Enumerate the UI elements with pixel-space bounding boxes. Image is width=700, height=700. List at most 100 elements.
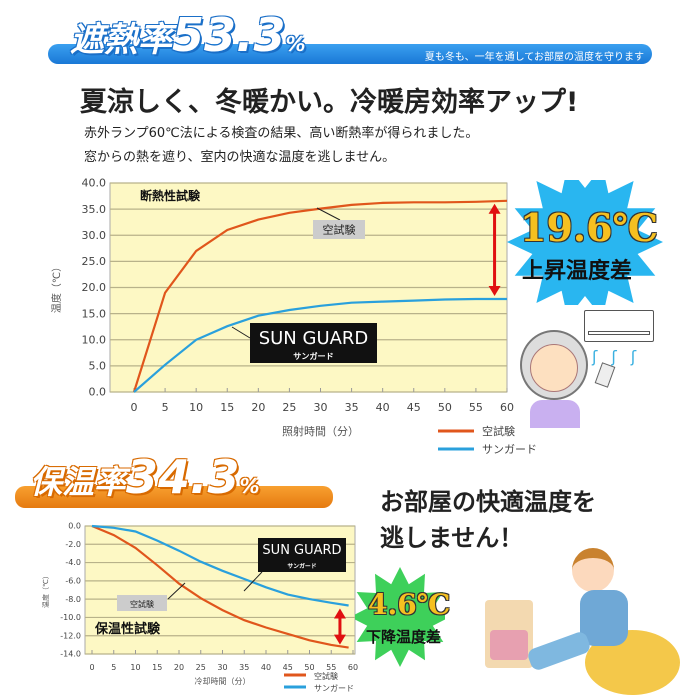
x-tick-label: 40: [376, 401, 390, 414]
tagline: 夏も冬も、一年を通してお部屋の温度を守ります: [424, 52, 644, 63]
temp-diff-label-2: 下降温度差: [366, 628, 442, 646]
retention-label: 保温率: [30, 463, 127, 501]
arrow-head-up: [488, 203, 501, 214]
y-tick-label: -10.0: [60, 613, 81, 622]
heat-retention-chart: 0.0 -2.0 -4.0 -6.0 -8.0 -10.0 -12.0 -14.0 0 5 10 15…: [41, 522, 358, 693]
y-tick-label: 10.0: [82, 333, 107, 346]
heater-icon: [485, 600, 533, 668]
x-axis-label: 冷却時間（分）: [195, 676, 251, 686]
temp-diff-value-1: 19.6℃: [520, 205, 659, 250]
woman-legs-illustration: [526, 630, 592, 672]
legend-label: サンガード: [482, 443, 537, 456]
control-label-box: [313, 220, 365, 239]
insulation-chart: 0.0 5.0 10.0 15.0 20.0 25.0 30.0 35.0 40.0 0 5 10 15…: [50, 177, 537, 456]
x-tick-label: 60: [348, 663, 358, 672]
x-tick-label: 45: [283, 663, 293, 672]
arrow-head-down: [333, 634, 346, 645]
x-tick-label: 10: [189, 401, 203, 414]
description-line-1: 赤外ランプ60℃法による検査の結果、高い断熱率が得られました。: [84, 126, 479, 141]
sunguard-label-box: [250, 323, 377, 363]
x-tick-label: 30: [314, 401, 328, 414]
airflow-icon: ʃʃʃ: [592, 347, 651, 366]
y-tick-label: -14.0: [60, 650, 81, 659]
burst-shape: [355, 567, 445, 667]
legend-label: 空試験: [482, 424, 515, 438]
grandmother-body: [530, 400, 580, 428]
section2-banner: [15, 486, 333, 508]
heat-retention-rate: 保温率34.3%: [30, 450, 260, 504]
x-tick-label: 15: [220, 401, 234, 414]
x-tick-label: 15: [152, 663, 162, 672]
x-tick-label: 40: [261, 663, 271, 672]
sunguard-label-box: [258, 538, 346, 572]
header-banner: [48, 44, 652, 64]
control-label: 空試験: [323, 223, 356, 237]
headline-line-1: お部屋の快適温度を: [380, 488, 596, 516]
headline: 夏涼しく、冬暖かい。冷暖房効率アップ!: [80, 87, 579, 118]
y-tick-label: 5.0: [89, 360, 107, 373]
description-line-2: 窓からの熱を遮り、室内の快適な温度を逃しません。: [84, 150, 396, 165]
y-tick-label: -2.0: [65, 540, 81, 549]
x-tick-label: 25: [282, 401, 296, 414]
x-tick-label: 55: [469, 401, 483, 414]
y-tick-label: 20.0: [82, 281, 107, 294]
section2-headline: お部屋の快適温度を 逃しません！: [380, 484, 596, 556]
grandmother-illustration: [520, 330, 588, 400]
temp-diff-value-2: 4.6℃: [368, 588, 451, 621]
y-tick-label: 25.0: [82, 255, 107, 268]
heat-shield-rate: 遮熱率53.3%: [70, 8, 306, 62]
leader-line: [243, 571, 263, 592]
leader-line: [167, 582, 186, 600]
legend-label: 空試験: [314, 671, 338, 681]
control-label: 空試験: [130, 599, 154, 609]
burst-badge-2: [355, 567, 445, 667]
x-tick-label: 20: [251, 401, 265, 414]
y-tick-label: 40.0: [82, 177, 107, 190]
x-tick-label: 0: [131, 401, 138, 414]
sunguard-name: SUN GUARD: [259, 328, 369, 349]
x-tick-label: 35: [239, 663, 249, 672]
control-label-box: [117, 595, 167, 611]
burst-badge-1: [507, 180, 663, 305]
y-tick-label: -8.0: [65, 595, 81, 604]
x-tick-label: 0: [89, 663, 94, 672]
y-tick-label: 0.0: [68, 522, 81, 531]
x-tick-label: 50: [438, 401, 452, 414]
x-tick-label: 55: [326, 663, 336, 672]
y-axis-label: 温度（℃）: [41, 572, 50, 608]
y-tick-label: 15.0: [82, 307, 107, 320]
y-tick-label: -6.0: [65, 577, 81, 586]
y-axis-label: 温度（℃）: [50, 262, 63, 313]
y-tick-label: 35.0: [82, 203, 107, 216]
y-tick-label: -12.0: [60, 631, 81, 640]
y-tick-label: 30.0: [82, 229, 107, 242]
x-tick-label: 60: [500, 401, 514, 414]
x-tick-label: 20: [174, 663, 184, 672]
x-tick-label: 5: [111, 663, 116, 672]
legend-label: サンガード: [314, 683, 354, 693]
headline-line-2: 逃しません！: [380, 524, 524, 552]
x-tick-label: 10: [130, 663, 140, 672]
air-conditioner-icon: [584, 310, 654, 342]
x-tick-label: 45: [407, 401, 421, 414]
x-tick-label: 35: [345, 401, 359, 414]
woman-body-illustration: [580, 590, 628, 646]
y-tick-label: -4.0: [65, 558, 81, 567]
y-tick-label: 0.0: [89, 386, 107, 399]
retention-unit: %: [239, 474, 260, 498]
woman-head-illustration: [572, 548, 614, 592]
leader-line: [316, 207, 341, 221]
x-tick-label: 25: [196, 663, 206, 672]
heat-shield-unit: %: [285, 32, 306, 56]
x-tick-label: 30: [217, 663, 227, 672]
x-tick-label: 5: [162, 401, 169, 414]
heat-shield-label: 遮熱率: [70, 20, 172, 60]
x-axis-label: 照射時間（分）: [282, 424, 359, 438]
burst-shape: [507, 180, 663, 305]
temp-diff-label-1: 上昇温度差: [522, 259, 633, 284]
remote-control-icon: [594, 362, 616, 388]
arrow-head-up: [333, 608, 346, 619]
sunguard-name: SUN GUARD: [262, 543, 341, 558]
sunguard-kana: サンガード: [293, 351, 333, 361]
chart-title: 断熱性試験: [140, 188, 201, 203]
